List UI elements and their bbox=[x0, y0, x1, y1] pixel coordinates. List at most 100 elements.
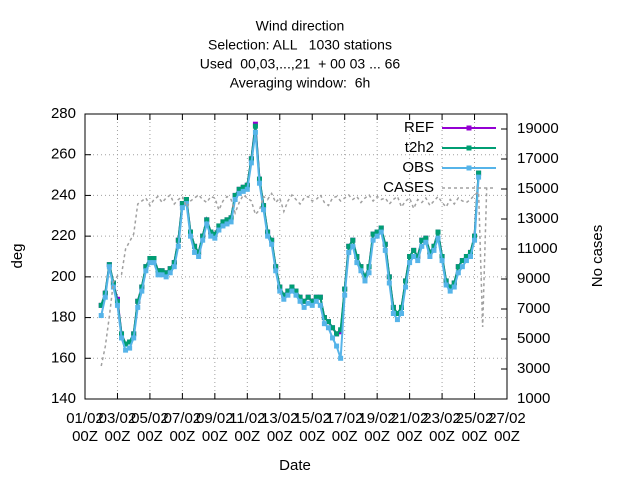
y-tick-label: 180 bbox=[51, 309, 76, 326]
series-marker bbox=[459, 258, 465, 264]
series-marker bbox=[220, 219, 226, 225]
series-marker bbox=[427, 254, 433, 259]
y-tick-label: 260 bbox=[51, 146, 76, 163]
series-marker bbox=[175, 243, 181, 249]
legend-marker bbox=[466, 145, 472, 151]
title-line: Wind direction bbox=[256, 18, 345, 34]
series-marker bbox=[293, 288, 299, 294]
series-marker bbox=[431, 243, 437, 249]
y2-tick-label: 11000 bbox=[517, 240, 558, 257]
series-marker bbox=[334, 331, 340, 337]
series-marker bbox=[321, 315, 327, 321]
title-line: Averaging window: 6h bbox=[230, 75, 371, 91]
series-marker bbox=[459, 264, 465, 270]
series-marker bbox=[163, 270, 169, 276]
series-marker bbox=[350, 243, 356, 249]
series-marker bbox=[370, 231, 376, 237]
x-tick-label: 23/02 00Z bbox=[423, 410, 461, 445]
series-marker bbox=[252, 129, 258, 135]
series-marker bbox=[330, 335, 336, 341]
y-tick-label: 140 bbox=[51, 390, 76, 407]
series-marker bbox=[301, 298, 307, 304]
series-marker bbox=[403, 284, 409, 290]
y-tick-label: 240 bbox=[51, 186, 76, 203]
series-marker bbox=[411, 247, 417, 253]
series-marker bbox=[196, 254, 202, 259]
series-marker bbox=[419, 243, 425, 249]
series-marker bbox=[216, 227, 222, 233]
series-marker bbox=[313, 294, 319, 300]
series-marker bbox=[338, 355, 344, 361]
series-marker bbox=[419, 237, 425, 243]
series-marker bbox=[212, 231, 218, 237]
series-marker bbox=[277, 288, 283, 294]
series-marker bbox=[123, 341, 129, 347]
series-marker bbox=[293, 292, 299, 298]
series-marker bbox=[411, 254, 417, 259]
series-marker bbox=[451, 280, 457, 286]
series-marker bbox=[167, 270, 173, 276]
series-marker bbox=[382, 241, 388, 247]
series-marker bbox=[208, 229, 214, 235]
series-marker bbox=[346, 243, 352, 249]
y2-axis-label: No cases bbox=[589, 225, 606, 288]
series-marker bbox=[155, 268, 161, 274]
y-tick-label: 160 bbox=[51, 349, 76, 366]
series-marker bbox=[244, 186, 250, 192]
series-marker bbox=[269, 237, 275, 243]
y2-tick-label: 7000 bbox=[517, 300, 550, 317]
series-marker bbox=[354, 254, 360, 259]
series-marker bbox=[472, 237, 478, 243]
series-marker bbox=[399, 311, 404, 316]
series-marker bbox=[220, 223, 226, 229]
series-marker bbox=[297, 298, 303, 304]
series-marker bbox=[179, 205, 185, 211]
y2-tick-label: 15000 bbox=[517, 180, 559, 197]
series-marker bbox=[394, 311, 400, 316]
y2-tick-label: 1000 bbox=[517, 390, 550, 407]
series-marker bbox=[301, 304, 307, 310]
series-marker bbox=[232, 192, 238, 198]
series-marker bbox=[147, 256, 153, 262]
series-marker bbox=[476, 170, 482, 176]
series-marker bbox=[463, 254, 469, 259]
series-marker bbox=[427, 249, 433, 255]
legend-label: CASES bbox=[383, 179, 434, 196]
series-marker bbox=[167, 266, 173, 272]
series-marker bbox=[370, 237, 376, 243]
legend-label: REF bbox=[404, 119, 434, 136]
series-marker bbox=[407, 254, 413, 259]
x-tick-label: 11/02 00Z bbox=[229, 410, 266, 445]
series-marker bbox=[159, 272, 165, 278]
series-marker bbox=[435, 229, 441, 235]
series-marker bbox=[362, 278, 368, 284]
series-marker bbox=[265, 233, 271, 239]
series-marker bbox=[415, 254, 421, 259]
series-marker bbox=[119, 335, 125, 341]
legend-marker bbox=[466, 125, 472, 131]
legend-label: OBS bbox=[402, 159, 434, 176]
x-tick-label: 05/02 00Z bbox=[131, 410, 169, 445]
series-marker bbox=[135, 298, 141, 304]
series-marker bbox=[309, 298, 315, 304]
series-marker bbox=[431, 247, 437, 253]
series-marker bbox=[155, 272, 161, 278]
series-marker bbox=[151, 256, 157, 262]
series-marker bbox=[192, 243, 198, 249]
series-marker bbox=[447, 288, 453, 294]
series-marker bbox=[285, 288, 291, 294]
series-marker bbox=[382, 247, 388, 253]
x-tick-label: 07/02 00Z bbox=[163, 410, 202, 445]
y2-tick-label: 3000 bbox=[517, 360, 550, 377]
series-marker bbox=[273, 268, 279, 274]
series-marker bbox=[338, 327, 344, 333]
series-marker bbox=[289, 288, 295, 294]
y-tick-label: 220 bbox=[51, 227, 76, 244]
legend-marker bbox=[466, 165, 472, 171]
series-marker bbox=[443, 282, 449, 288]
series-marker bbox=[123, 347, 129, 353]
series-marker bbox=[163, 274, 169, 280]
series-line bbox=[100, 187, 488, 367]
series-marker bbox=[248, 160, 254, 166]
